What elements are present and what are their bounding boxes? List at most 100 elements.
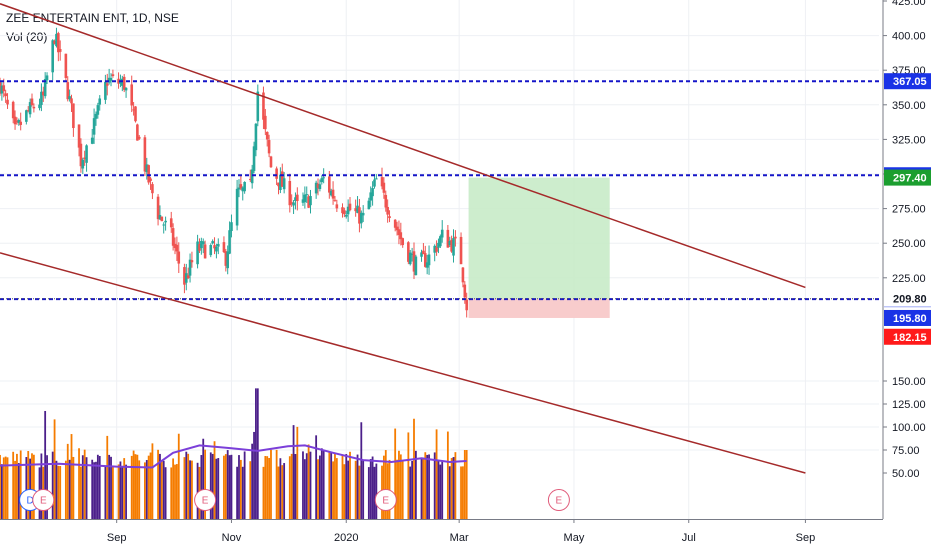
candle-body bbox=[98, 98, 102, 105]
volume-bar bbox=[217, 458, 220, 519]
candle-body bbox=[322, 177, 325, 179]
volume-bar bbox=[394, 428, 397, 519]
volume-bar bbox=[279, 458, 282, 519]
candle-body bbox=[452, 238, 455, 256]
trend-channel bbox=[0, 3, 806, 474]
candle-body bbox=[105, 83, 109, 86]
volume-bar bbox=[191, 460, 193, 519]
volume-bar bbox=[367, 467, 370, 519]
volume-bar bbox=[46, 455, 48, 519]
candle-body bbox=[226, 251, 229, 269]
volume-bar bbox=[59, 466, 62, 519]
candle-body bbox=[124, 87, 128, 91]
candle-body bbox=[72, 103, 75, 129]
candle-body bbox=[239, 184, 243, 189]
volume-bar bbox=[12, 451, 15, 519]
candle-body bbox=[235, 188, 239, 226]
volume-indicator-label[interactable]: Vol (20) bbox=[6, 30, 48, 44]
y-tick-label: 150.00 bbox=[892, 376, 926, 388]
volume-bar bbox=[343, 464, 346, 519]
candle-body bbox=[305, 194, 309, 196]
volume-bar bbox=[78, 448, 80, 519]
candle-body bbox=[164, 220, 167, 223]
volume-bar bbox=[435, 429, 438, 519]
candle-body bbox=[196, 241, 199, 265]
candle-body bbox=[160, 216, 164, 222]
volume-bar bbox=[319, 455, 321, 519]
candle-body bbox=[275, 168, 278, 179]
candle-body bbox=[136, 124, 139, 141]
candle-body bbox=[399, 232, 403, 240]
volume-bar bbox=[433, 452, 436, 519]
volume-bar bbox=[104, 466, 107, 519]
volume-bar bbox=[51, 451, 54, 519]
volume-bar bbox=[189, 460, 191, 519]
candle-body bbox=[346, 206, 350, 215]
y-tick-label: 400.00 bbox=[892, 31, 926, 43]
candle-body bbox=[252, 146, 256, 171]
volume-bar bbox=[93, 462, 95, 519]
volume-bar bbox=[277, 466, 280, 519]
candle-body bbox=[4, 93, 7, 97]
candle-body bbox=[66, 82, 70, 100]
candle-body bbox=[28, 102, 32, 115]
candle-body bbox=[228, 230, 231, 254]
volume-bar bbox=[119, 461, 122, 519]
candle-body bbox=[43, 78, 47, 97]
candle-body bbox=[358, 207, 361, 224]
volume-bar bbox=[236, 466, 239, 519]
volume-bar bbox=[270, 449, 272, 519]
volume-bar bbox=[175, 464, 178, 519]
y-tick-label: 75.00 bbox=[892, 445, 920, 457]
candle-body bbox=[461, 267, 465, 283]
candle-body bbox=[149, 178, 152, 181]
price-tag-209.80: 209.80 bbox=[884, 290, 931, 307]
candle-body bbox=[401, 238, 405, 246]
candle-body bbox=[53, 41, 56, 44]
volume-bar bbox=[294, 454, 297, 519]
candle-body bbox=[83, 157, 86, 159]
volume-bar bbox=[19, 450, 22, 519]
candle-body bbox=[201, 241, 205, 245]
volume-bar bbox=[349, 451, 351, 519]
volume-bar bbox=[106, 435, 109, 519]
volume-bar bbox=[384, 450, 387, 519]
candle-body bbox=[329, 190, 333, 196]
volume-bar bbox=[448, 466, 451, 519]
candle-body bbox=[222, 242, 226, 253]
volume-bar bbox=[409, 466, 412, 519]
candle-body bbox=[51, 40, 54, 73]
candle-body bbox=[143, 137, 147, 172]
volume-bar bbox=[157, 449, 159, 519]
volume-bar bbox=[309, 451, 312, 519]
candle-body bbox=[177, 251, 181, 264]
volume-bar bbox=[202, 438, 205, 519]
candle-body bbox=[309, 196, 312, 206]
candle-body bbox=[169, 218, 173, 228]
candle-body bbox=[30, 98, 34, 106]
volume-bar bbox=[320, 448, 323, 519]
candle-body bbox=[439, 236, 442, 247]
volume-bar bbox=[29, 458, 32, 519]
volume-bar bbox=[138, 460, 141, 519]
volume-bar bbox=[264, 456, 267, 519]
candle-body bbox=[0, 85, 4, 94]
volume-bar bbox=[80, 466, 82, 519]
volume-bar bbox=[149, 452, 152, 519]
candle-body bbox=[188, 259, 192, 276]
earnings-event-marker: E bbox=[547, 489, 570, 511]
candle-body bbox=[344, 214, 348, 217]
candle-body bbox=[109, 77, 113, 81]
candle-body bbox=[256, 91, 260, 122]
volume-bar bbox=[70, 434, 73, 519]
candle-body bbox=[446, 229, 450, 248]
volume-bar bbox=[172, 458, 175, 519]
candle-body bbox=[277, 182, 280, 187]
candle-body bbox=[454, 236, 457, 239]
volume-bar bbox=[239, 459, 242, 519]
volume-bar bbox=[174, 464, 176, 519]
candle-body bbox=[393, 219, 397, 228]
volume-bar bbox=[55, 460, 58, 519]
